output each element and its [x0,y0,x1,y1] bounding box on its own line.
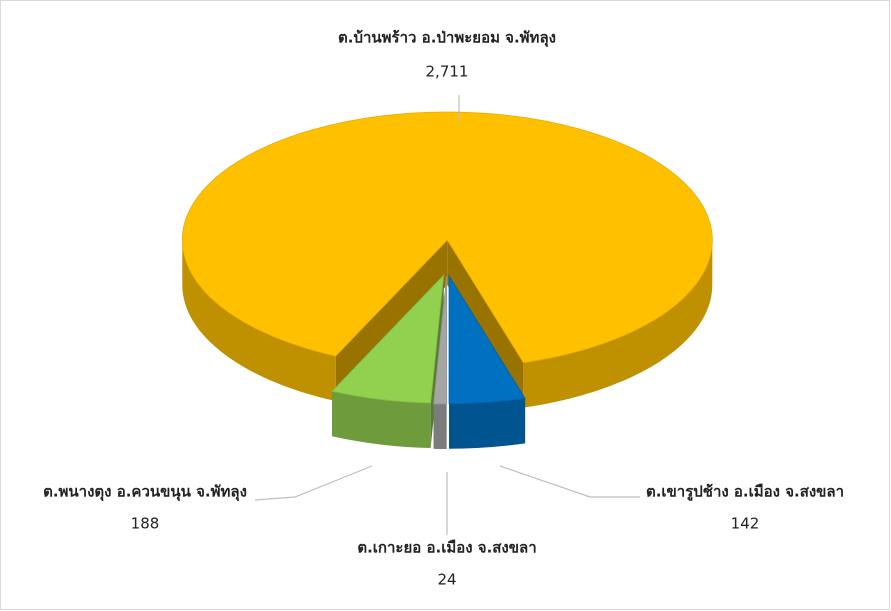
slice-label: ต.เกาะยอ อ.เมือง จ.สงขลา [357,539,536,557]
slice-label: ต.บ้านพร้าว อ.ป่าพะยอม จ.พัทลุง [338,29,556,48]
leader-line [254,465,373,501]
data-label: 142 [731,515,760,533]
slice-top [448,274,526,405]
slice [331,274,445,449]
slice [448,274,526,449]
data-label: 2,711 [426,63,469,81]
slice-top [433,275,448,405]
slice [433,275,448,449]
pie [181,111,713,449]
slice-side [182,240,336,402]
slice-top [331,274,445,404]
slice-side [523,240,713,408]
slice-side [449,398,526,449]
data-label: 24 [437,571,456,589]
data-label: 188 [131,515,160,533]
slice-label: ต.พนางตุง อ.ควนขนุน จ.พัทลุง [43,483,247,502]
slice-label: ต.เขารูปช้าง อ.เมือง จ.สงขลา [646,483,844,502]
slice-side [332,391,431,449]
leader-line [499,465,640,498]
slice-top [181,111,713,364]
slice-side [433,403,447,449]
